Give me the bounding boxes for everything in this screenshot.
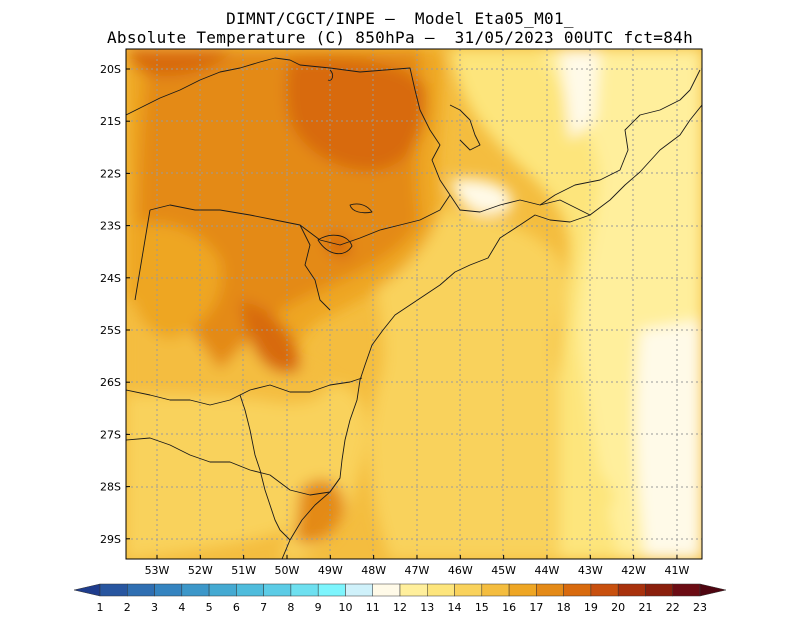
- longitude-label: 52W: [188, 564, 213, 577]
- colorbar-box: [481, 583, 510, 597]
- colorbar-box: [372, 583, 401, 597]
- colorbar-label: 7: [260, 601, 267, 614]
- colorbar-label: 6: [233, 601, 240, 614]
- colorbar-label: 15: [475, 601, 489, 614]
- colorbar-label: 9: [315, 601, 322, 614]
- colorbar-label: 3: [151, 601, 158, 614]
- longitude-label: 45W: [491, 564, 516, 577]
- colorbar-box: [399, 583, 428, 597]
- latitude-label: 24S: [100, 272, 121, 285]
- colorbar-box: [236, 583, 264, 597]
- temperature-field: [126, 49, 702, 559]
- latitude-label: 23S: [100, 220, 121, 233]
- latitude-label: 21S: [100, 115, 121, 128]
- colorbar: 1 2 3 4 5 6 7 8 9 10 11 12 13 14 15 16 17 18 19 20 21 22 23: [73, 583, 727, 614]
- longitude-label: 44W: [535, 564, 560, 577]
- latitude-label: 25S: [100, 324, 121, 337]
- colorbar-label: 4: [178, 601, 185, 614]
- colorbar-box: [181, 583, 210, 597]
- latitude-label: 22S: [100, 167, 121, 180]
- colorbar-box: [617, 583, 646, 597]
- colorbar-label: 19: [584, 601, 598, 614]
- colorbar-box: [536, 583, 564, 597]
- colorbar-max-arrow: [699, 583, 727, 597]
- colorbar-box: [154, 583, 183, 597]
- colorbar-box: [645, 583, 673, 597]
- colorbar-box: [208, 583, 237, 597]
- colorbar-label: 12: [393, 601, 407, 614]
- state-borders: [126, 57, 702, 559]
- colorbar-label: 21: [638, 601, 652, 614]
- colorbar-box: [563, 583, 592, 597]
- latitude-label: 20S: [100, 63, 121, 76]
- colorbar-label: 14: [448, 601, 462, 614]
- colorbar-min-arrow: [73, 583, 101, 597]
- colorbar-box: [317, 583, 346, 597]
- map-title-line-2: Absolute Temperature (C) 850hPa – 31/05/…: [106, 28, 694, 47]
- longitude-label: 41W: [665, 564, 690, 577]
- longitude-label: 42W: [621, 564, 646, 577]
- colorbar-label: 11: [366, 601, 380, 614]
- latitude-label: 28S: [100, 481, 121, 494]
- colorbar-box: [290, 583, 319, 597]
- longitude-label: 48W: [361, 564, 386, 577]
- longitude-label: 43W: [578, 564, 603, 577]
- longitude-label: 49W: [318, 564, 343, 577]
- longitude-label: 53W: [145, 564, 170, 577]
- colorbar-box: [672, 583, 701, 597]
- longitude-label: 46W: [448, 564, 473, 577]
- colorbar-box: [454, 583, 483, 597]
- colorbar-label: 18: [557, 601, 571, 614]
- longitude-labels: 53W 52W 51W 50W 49W 48W 47W 46W 45W 44W 43W 42W 41W: [145, 555, 690, 577]
- colorbar-label: 23: [693, 601, 707, 614]
- latitude-label: 29S: [100, 533, 121, 546]
- latitude-label: 27S: [100, 428, 121, 441]
- colorbar-box: [508, 583, 537, 597]
- colorbar-label: 22: [666, 601, 680, 614]
- colorbar-label: 13: [420, 601, 434, 614]
- colorbar-label: 8: [287, 601, 294, 614]
- colorbar-box: [345, 583, 373, 597]
- colorbar-label: 20: [611, 601, 625, 614]
- colorbar-box: [127, 583, 155, 597]
- colorbar-label: 5: [206, 601, 213, 614]
- colorbar-box: [590, 583, 619, 597]
- colorbar-label: 10: [338, 601, 352, 614]
- longitude-label: 47W: [405, 564, 430, 577]
- lat-lon-gridlines: [126, 49, 702, 559]
- colorbar-label: 17: [529, 601, 543, 614]
- longitude-label: 50W: [275, 564, 300, 577]
- map-title-line-1: DIMNT/CGCT/INPE – Model Eta05_M01_: [226, 9, 574, 28]
- colorbar-label: 16: [502, 601, 516, 614]
- map-frame: [125, 48, 703, 560]
- colorbar-box: [427, 583, 455, 597]
- latitude-labels: 20S 21S 22S 23S 24S 25S 26S 27S 28S 29S: [100, 63, 130, 546]
- colorbar-box: [263, 583, 292, 597]
- latitude-label: 26S: [100, 376, 121, 389]
- colorbar-label: 2: [124, 601, 131, 614]
- colorbar-box: [99, 583, 128, 597]
- longitude-label: 51W: [231, 564, 256, 577]
- colorbar-label: 1: [97, 601, 104, 614]
